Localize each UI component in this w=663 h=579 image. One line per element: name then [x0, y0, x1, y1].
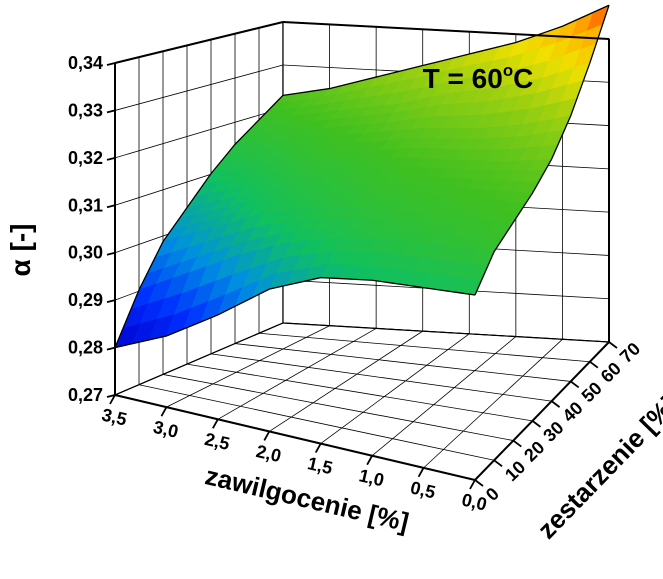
x-tick-label: 2,5	[203, 429, 232, 454]
y-tick-label: 60	[597, 358, 625, 386]
y-tick-label: 30	[539, 417, 567, 445]
surface-plot-3d: 0,27 0,28 0,29 0,30 0,31 0,32 0,33 0,34 3,5 3,0 2,…	[0, 0, 663, 579]
y-tick-label: 40	[558, 398, 586, 426]
x-tick-label: 3,5	[100, 405, 129, 430]
x-tick-label: 0,5	[408, 477, 437, 502]
z-tick-label: 0,29	[68, 290, 103, 310]
z-tick-label: 0,28	[68, 338, 103, 358]
y-axis-label: zestarzenie [%]	[531, 389, 663, 545]
y-tick-label: 50	[578, 378, 606, 406]
z-tick-label: 0,32	[68, 148, 103, 168]
y-tick-label: 20	[520, 437, 548, 465]
z-tick-label: 0,33	[68, 100, 103, 120]
x-tick-label: 2,0	[254, 441, 283, 466]
z-tick-label: 0,31	[68, 195, 103, 215]
temperature-annotation: T = 60oC	[423, 61, 534, 94]
y-tick-label: 70	[616, 339, 644, 367]
z-tick-label: 0,34	[68, 53, 103, 73]
x-tick-label: 3,0	[151, 417, 180, 442]
x-tick-label: 1,0	[357, 465, 386, 490]
z-tick-label: 0,27	[68, 385, 103, 405]
z-tick-label: 0,30	[68, 243, 103, 263]
z-axis-label: α [-]	[5, 224, 36, 277]
x-tick-label: 1,5	[306, 453, 335, 478]
y-tick-label: 10	[501, 457, 529, 485]
